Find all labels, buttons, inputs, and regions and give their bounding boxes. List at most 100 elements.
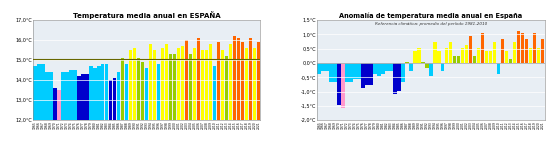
Bar: [493, 42, 496, 63]
Bar: [397, 63, 400, 91]
Bar: [541, 39, 544, 63]
Bar: [157, 64, 161, 120]
Bar: [509, 59, 512, 63]
Bar: [393, 63, 397, 94]
Bar: [109, 80, 112, 120]
Bar: [381, 63, 384, 74]
Bar: [236, 38, 240, 120]
Bar: [145, 68, 149, 120]
Bar: [85, 74, 89, 120]
Bar: [34, 66, 37, 120]
Bar: [349, 63, 353, 82]
Bar: [369, 63, 373, 85]
Bar: [417, 48, 421, 63]
Bar: [257, 42, 260, 120]
Title: Anomalía de temperatura media anual en España: Anomalía de temperatura media anual en E…: [339, 13, 522, 19]
Bar: [129, 50, 133, 120]
Bar: [117, 72, 120, 120]
Bar: [161, 48, 164, 120]
Bar: [101, 64, 104, 120]
Bar: [173, 54, 177, 120]
Bar: [249, 38, 252, 120]
Bar: [425, 63, 428, 68]
Bar: [385, 63, 389, 71]
Bar: [221, 50, 224, 120]
Bar: [477, 48, 480, 63]
Bar: [373, 63, 377, 74]
Bar: [209, 44, 212, 120]
Bar: [449, 42, 453, 63]
Bar: [233, 36, 236, 120]
Bar: [81, 74, 85, 120]
Bar: [93, 68, 96, 120]
Bar: [61, 72, 64, 120]
Bar: [197, 38, 200, 120]
Bar: [97, 66, 101, 120]
Bar: [149, 44, 152, 120]
Bar: [252, 48, 256, 120]
Bar: [441, 63, 444, 71]
Bar: [429, 63, 432, 76]
Bar: [421, 62, 425, 63]
Bar: [181, 46, 184, 120]
Bar: [121, 58, 124, 120]
Bar: [326, 63, 329, 71]
Bar: [473, 56, 476, 63]
Bar: [50, 72, 53, 120]
Bar: [245, 48, 248, 120]
Bar: [169, 54, 172, 120]
Bar: [105, 64, 108, 120]
Bar: [401, 63, 405, 82]
Bar: [529, 48, 532, 63]
Bar: [165, 44, 168, 120]
Text: Referencia climática: promedio del período 1981-2010: Referencia climática: promedio del perío…: [375, 22, 487, 26]
Bar: [37, 64, 41, 120]
Bar: [193, 48, 196, 120]
Bar: [377, 63, 381, 76]
Bar: [489, 51, 492, 63]
Bar: [345, 63, 349, 82]
Bar: [41, 64, 45, 120]
Bar: [189, 54, 192, 120]
Bar: [337, 63, 341, 105]
Bar: [517, 31, 520, 63]
Bar: [69, 70, 73, 120]
Bar: [321, 63, 325, 71]
Bar: [177, 48, 180, 120]
Bar: [461, 48, 464, 63]
Bar: [205, 50, 208, 120]
Bar: [229, 44, 232, 120]
Bar: [185, 40, 188, 120]
Bar: [358, 63, 361, 79]
Bar: [481, 34, 485, 63]
Bar: [505, 51, 508, 63]
Title: Temperatura media anual en ESPAÑA: Temperatura media anual en ESPAÑA: [73, 11, 221, 19]
Bar: [533, 34, 536, 63]
Bar: [65, 72, 69, 120]
Bar: [333, 63, 337, 82]
Bar: [53, 88, 57, 120]
Bar: [141, 62, 144, 120]
Bar: [133, 48, 136, 120]
Bar: [153, 50, 156, 120]
Bar: [125, 64, 128, 120]
Bar: [445, 48, 448, 63]
Bar: [405, 62, 409, 63]
Bar: [497, 63, 500, 74]
Bar: [365, 63, 369, 85]
Bar: [213, 66, 216, 120]
Bar: [217, 42, 220, 120]
Bar: [77, 76, 80, 120]
Bar: [409, 63, 412, 71]
Bar: [317, 63, 321, 74]
Bar: [485, 51, 488, 63]
Bar: [45, 72, 48, 120]
Bar: [113, 78, 117, 120]
Bar: [465, 45, 469, 63]
Bar: [469, 36, 472, 63]
Bar: [537, 48, 540, 63]
Bar: [73, 70, 76, 120]
Bar: [501, 39, 504, 63]
Bar: [437, 51, 441, 63]
Bar: [525, 39, 528, 63]
